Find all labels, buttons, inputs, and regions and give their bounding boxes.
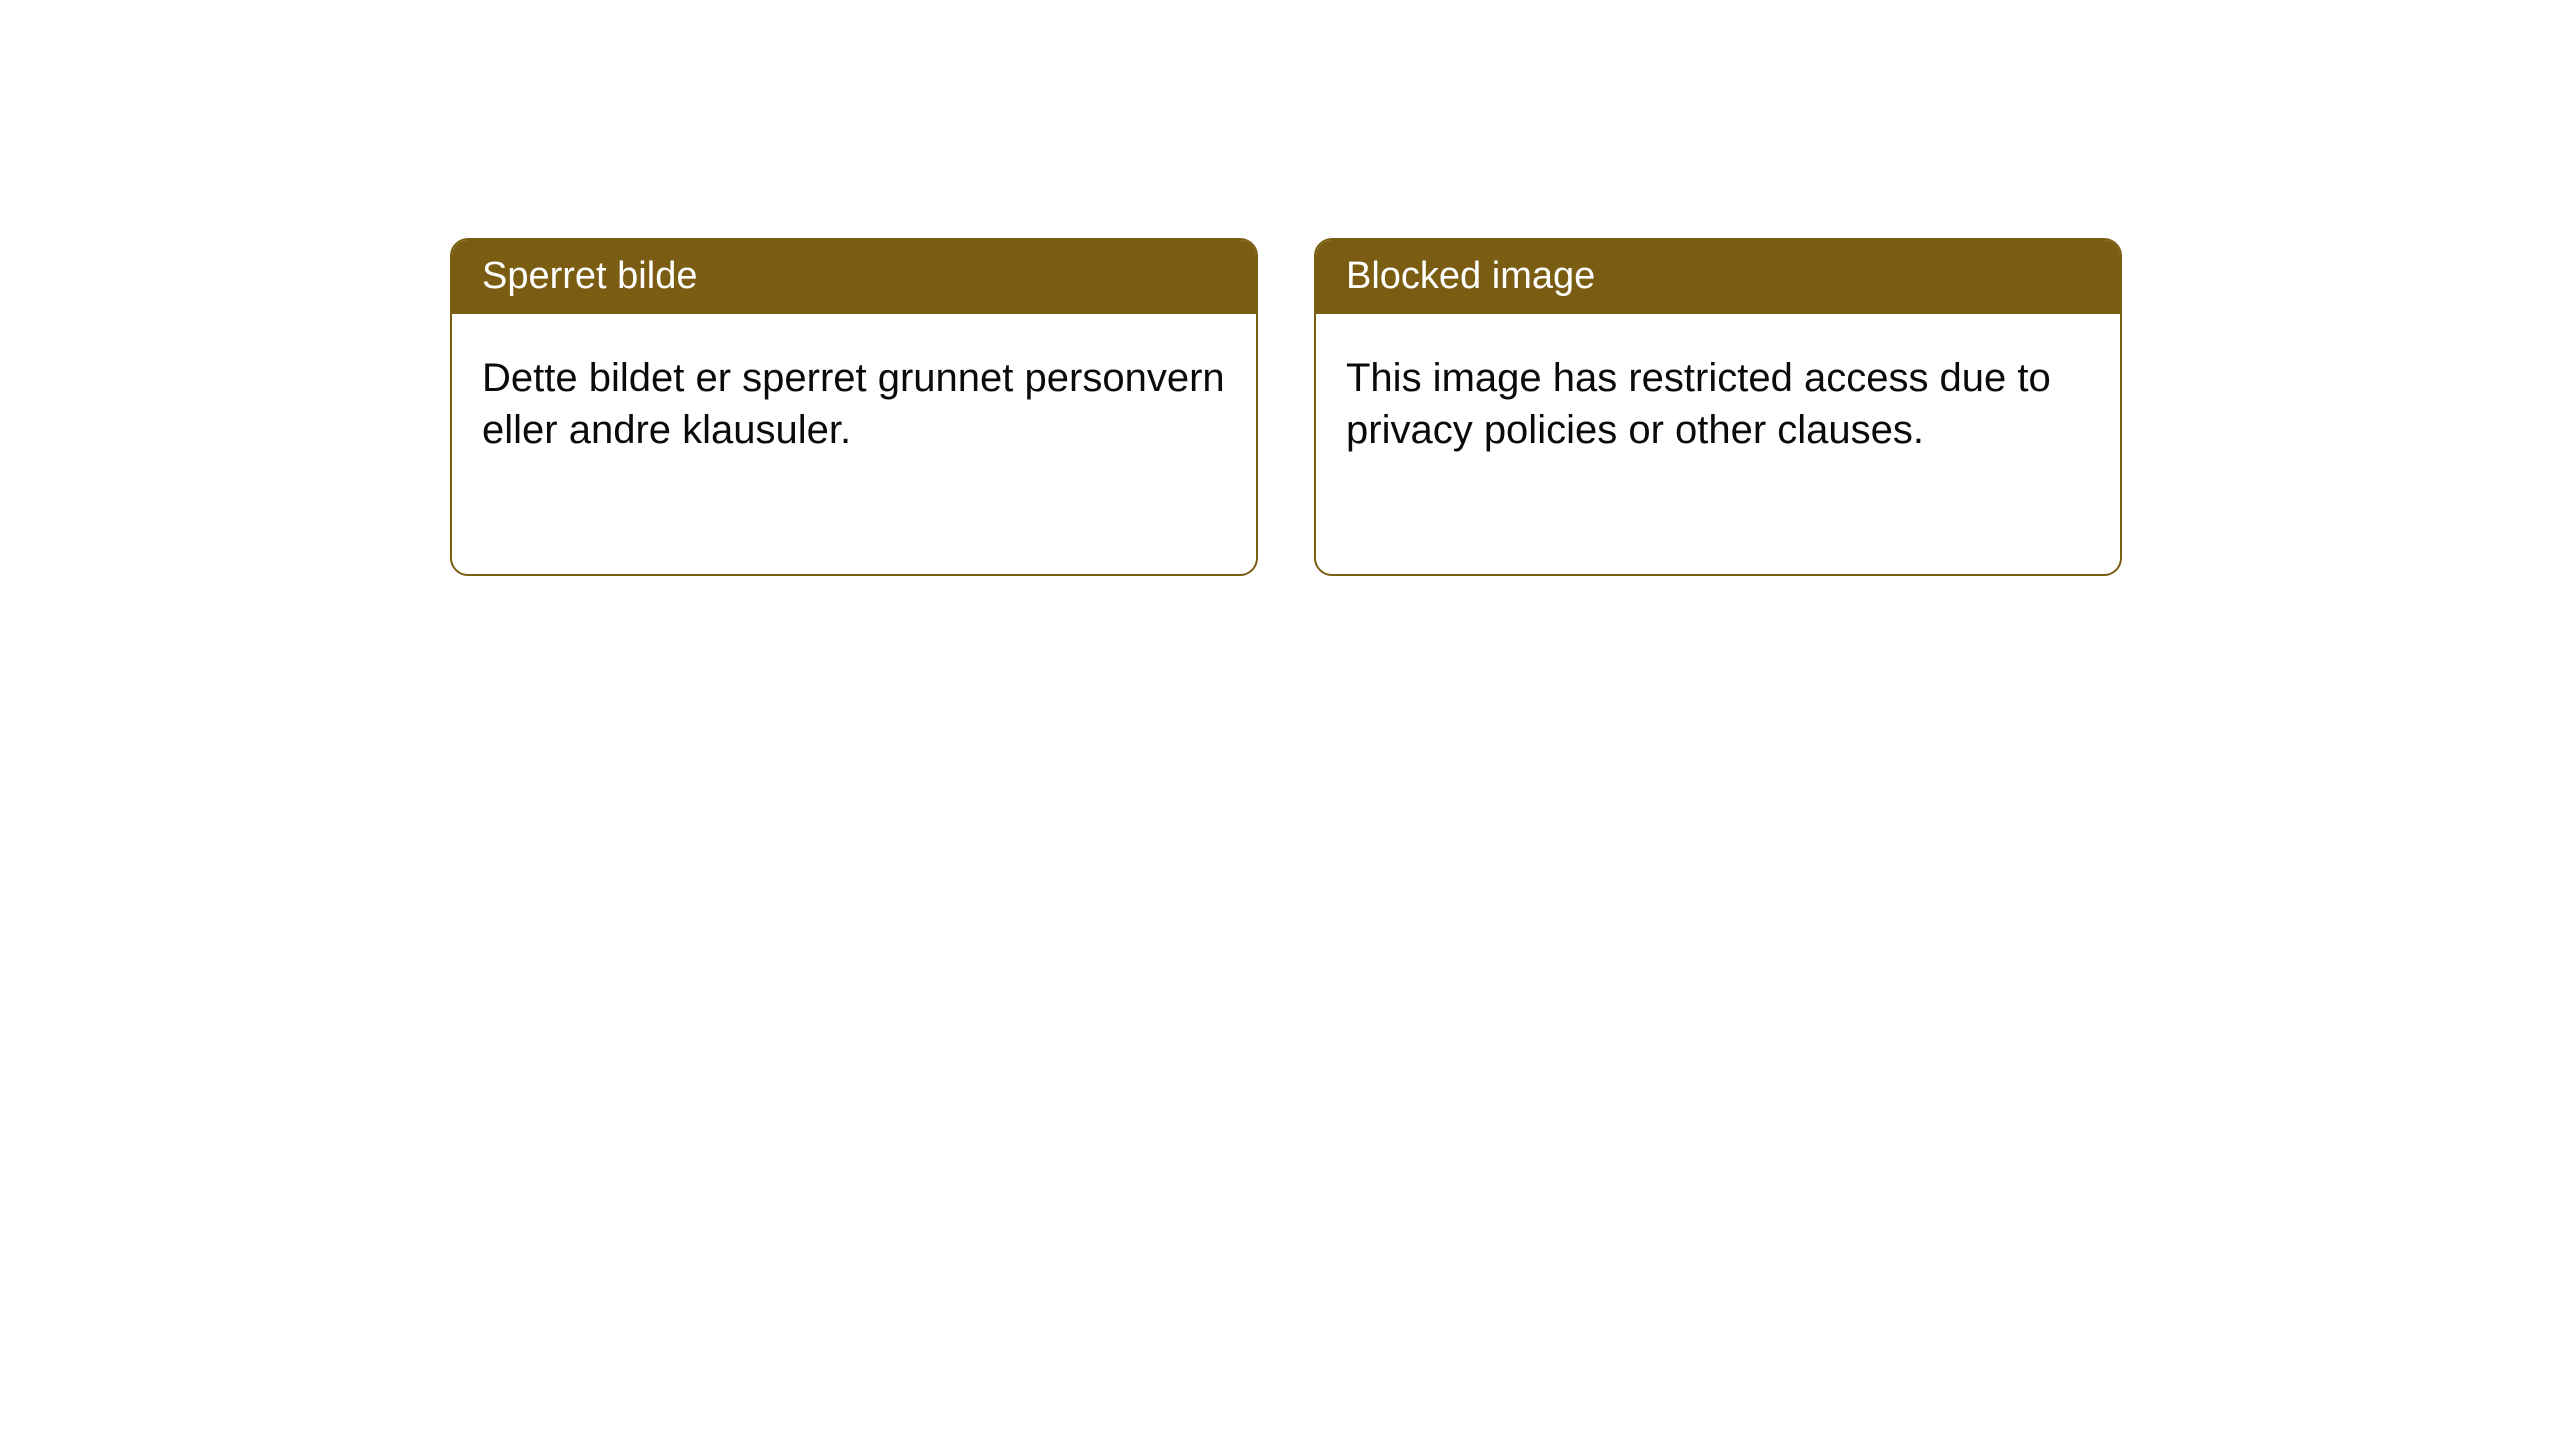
card-body: This image has restricted access due to … (1316, 314, 2120, 486)
card-header: Sperret bilde (452, 240, 1256, 314)
card-title: Sperret bilde (482, 255, 697, 297)
card-body-text: This image has restricted access due to … (1346, 356, 2051, 452)
card-body: Dette bildet er sperret grunnet personve… (452, 314, 1256, 486)
card-header: Blocked image (1316, 240, 2120, 314)
card-body-text: Dette bildet er sperret grunnet personve… (482, 356, 1225, 452)
card-title: Blocked image (1346, 255, 1595, 297)
blocked-image-card-en: Blocked image This image has restricted … (1314, 238, 2122, 576)
blocked-image-card-no: Sperret bilde Dette bildet er sperret gr… (450, 238, 1258, 576)
cards-container: Sperret bilde Dette bildet er sperret gr… (450, 238, 2122, 576)
